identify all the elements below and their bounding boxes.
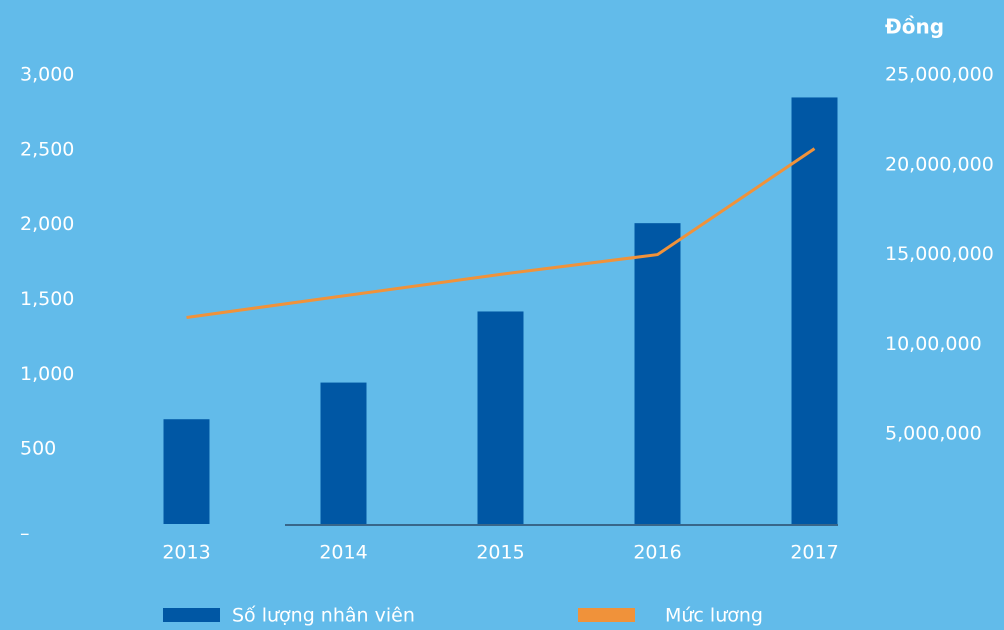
bar <box>634 223 681 525</box>
legend-swatch <box>163 608 220 622</box>
y2-tick-label: 25,000,000 <box>885 64 994 86</box>
y-tick-label: 1,000 <box>20 363 74 385</box>
y-tick-label: 2,500 <box>20 138 74 160</box>
y2-tick-label: 15,000,000 <box>885 243 994 265</box>
x-tick-label: 2015 <box>476 542 524 564</box>
y-tick-label: 2,000 <box>20 213 74 235</box>
legend-label: Mức lương <box>665 605 763 627</box>
x-tick-label: 2016 <box>633 542 681 564</box>
legend-swatch <box>578 608 635 622</box>
bar <box>320 382 367 524</box>
x-tick-label: 2013 <box>162 542 210 564</box>
x-tick-label: 2014 <box>319 542 367 564</box>
y-tick-label: 3,000 <box>20 64 74 86</box>
y2-tick-label: 5,000,000 <box>885 423 982 445</box>
x-tick-label: 2017 <box>790 542 838 564</box>
bar <box>791 97 838 524</box>
y2-tick-label: 10,00,000 <box>885 333 982 355</box>
line <box>186 147 816 319</box>
legend-label: Số lượng nhân viên <box>232 605 415 627</box>
bar <box>477 311 524 524</box>
y-tick-label: – <box>20 523 30 545</box>
y2-tick-label: 20,000,000 <box>885 153 994 175</box>
bar <box>163 419 210 524</box>
y-tick-label: 500 <box>20 438 56 460</box>
y2-axis-title: Đồng <box>885 15 944 39</box>
y-tick-label: 1,500 <box>20 288 74 310</box>
